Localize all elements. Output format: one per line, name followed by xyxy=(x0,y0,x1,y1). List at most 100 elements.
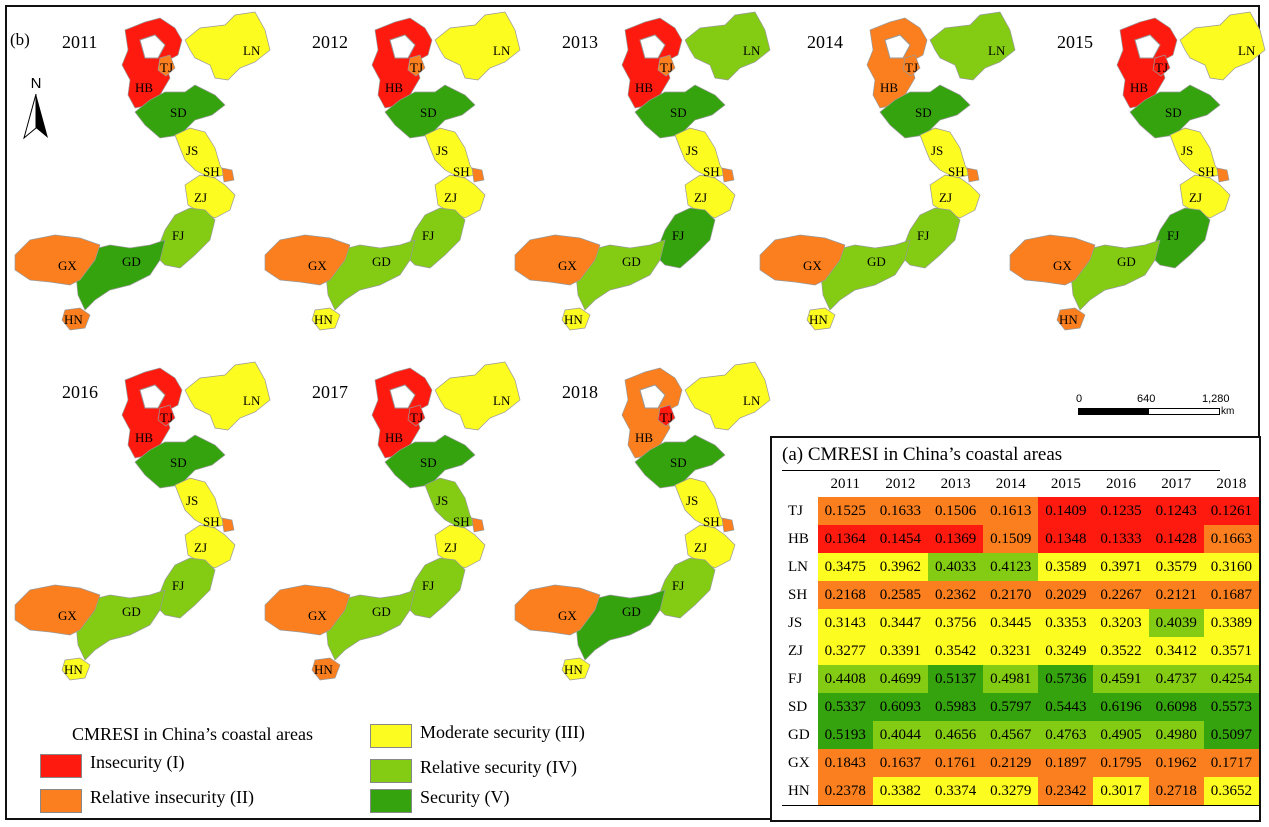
table-cell: 0.1637 xyxy=(872,749,928,777)
table-cell: 0.5573 xyxy=(1203,693,1259,721)
province-label: LN xyxy=(243,393,261,408)
province-SD xyxy=(134,84,226,139)
province-label: SH xyxy=(948,164,965,179)
row-header: ZJ xyxy=(782,637,818,665)
province-LN xyxy=(684,361,771,431)
province-label: HN xyxy=(564,662,583,677)
province-HN xyxy=(561,307,591,331)
province-label: HB xyxy=(635,80,653,95)
legend-swatch xyxy=(370,789,412,813)
table-cell: 0.1333 xyxy=(1093,525,1149,553)
north-arrow: N xyxy=(22,75,50,147)
column-header: 2011 xyxy=(830,475,860,492)
province-label: LN xyxy=(988,43,1006,58)
province-SH xyxy=(221,517,235,533)
legend-title: CMRESI in China’s coastal areas xyxy=(72,724,313,744)
table-cell: 0.1243 xyxy=(1148,497,1204,525)
row-header: JS xyxy=(782,609,818,637)
scale-unit: km xyxy=(1221,406,1235,417)
province-label: TJ xyxy=(160,60,173,75)
province-label: SH xyxy=(453,514,470,529)
legend-swatch xyxy=(40,789,82,813)
table-cell: 0.3447 xyxy=(872,609,928,637)
table-row: FJ 0.4408 0.4699 0.5137 0.4981 0.5736 0.4591 0.… xyxy=(782,665,1259,693)
province-HB xyxy=(371,17,433,109)
province-HB xyxy=(866,17,928,109)
table-cell: 0.1687 xyxy=(1203,581,1259,609)
table-cell: 0.1843 xyxy=(817,749,873,777)
province-label: SD xyxy=(420,105,437,120)
table-cell: 0.5193 xyxy=(817,721,873,749)
province-label: LN xyxy=(243,43,261,58)
province-label: FJ xyxy=(422,228,434,243)
beijing-area xyxy=(639,34,666,59)
province-label: LN xyxy=(493,43,511,58)
column-header: 2017 xyxy=(1161,475,1192,492)
province-label: SD xyxy=(1165,105,1182,120)
province-label: TJ xyxy=(1155,60,1168,75)
province-GD xyxy=(324,239,416,311)
province-GD xyxy=(1069,239,1161,311)
table-cell: 0.3756 xyxy=(927,609,984,637)
table-cell: 0.3277 xyxy=(817,637,873,665)
province-LN xyxy=(684,11,771,81)
map-year-label: 2017 xyxy=(312,382,348,402)
province-FJ xyxy=(654,207,716,269)
province-label: GD xyxy=(622,604,641,619)
table-cell: 0.1509 xyxy=(983,525,1039,553)
province-label: HB xyxy=(135,430,153,445)
table-cell: 0.1364 xyxy=(817,525,873,553)
table-row: LN 0.3475 0.3962 0.4033 0.4123 0.3589 0.3971 0.… xyxy=(782,553,1259,581)
legend-label: Relative security (IV) xyxy=(420,757,577,777)
table-cell: 0.6093 xyxy=(872,693,928,721)
province-label: HB xyxy=(635,430,653,445)
beijing-area xyxy=(639,384,666,409)
province-label: HN xyxy=(314,662,333,677)
province-label: HB xyxy=(385,80,403,95)
row-header: FJ xyxy=(782,665,818,693)
table-cell: 0.4980 xyxy=(1148,721,1204,749)
province-label: FJ xyxy=(172,578,184,593)
table-cell: 0.2121 xyxy=(1148,581,1204,609)
panel-b-label: (b) xyxy=(10,30,30,49)
province-FJ xyxy=(899,207,961,269)
table-cell: 0.3203 xyxy=(1093,609,1149,637)
row-header: HN xyxy=(782,777,818,806)
table-row: HB 0.1364 0.1454 0.1369 0.1509 0.1348 0.1333 0.… xyxy=(782,525,1259,553)
province-label: SH xyxy=(703,164,720,179)
table-cell: 0.4656 xyxy=(927,721,984,749)
province-LN xyxy=(434,11,521,81)
province-label: SD xyxy=(915,105,932,120)
row-header: SD xyxy=(782,693,818,721)
province-label: GD xyxy=(622,254,641,269)
table-cell: 0.4699 xyxy=(872,665,928,693)
beijing-area xyxy=(1134,34,1161,59)
province-label: HB xyxy=(1130,80,1148,95)
table-cell: 0.3279 xyxy=(983,777,1039,806)
province-label: SH xyxy=(453,164,470,179)
map-year-label: 2012 xyxy=(312,32,348,52)
province-label: LN xyxy=(743,393,761,408)
table-cell: 0.4591 xyxy=(1093,665,1149,693)
province-label: ZJ xyxy=(1189,190,1202,205)
province-HB xyxy=(621,17,683,109)
province-LN xyxy=(434,361,521,431)
province-label: ZJ xyxy=(694,540,707,555)
province-SH xyxy=(471,167,485,183)
province-label: TJ xyxy=(410,60,423,75)
province-label: JS xyxy=(686,493,698,508)
province-HB xyxy=(371,367,433,459)
province-label: FJ xyxy=(172,228,184,243)
table-row: ZJ 0.3277 0.3391 0.3542 0.3231 0.3249 0.3522 0.… xyxy=(782,637,1259,665)
table-cell: 0.2029 xyxy=(1038,581,1094,609)
legend-label: Moderate security (III) xyxy=(420,722,585,742)
table-cell: 0.3579 xyxy=(1148,553,1204,581)
beijing-area xyxy=(389,34,416,59)
column-header: 2018 xyxy=(1216,475,1247,492)
table-cell: 0.3249 xyxy=(1038,637,1094,665)
map-year-label: 2016 xyxy=(62,382,98,402)
province-label: TJ xyxy=(410,410,423,425)
province-label: GX xyxy=(308,258,327,273)
table-cell: 0.4981 xyxy=(983,665,1039,693)
